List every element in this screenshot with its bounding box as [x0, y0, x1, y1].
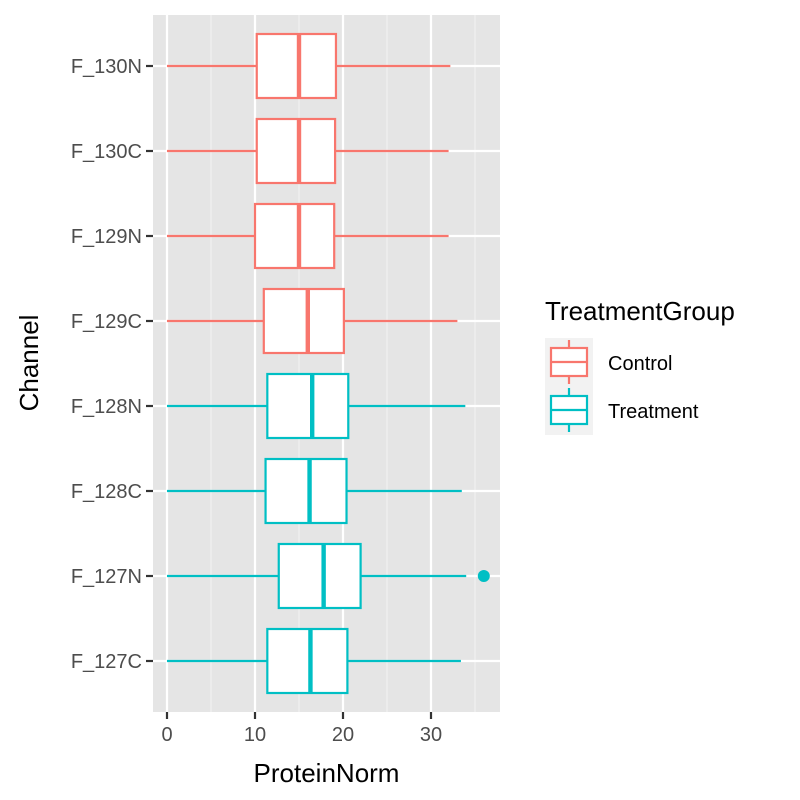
- x-tick-label: 20: [332, 724, 354, 746]
- y-tick-label: F_129N: [71, 226, 142, 248]
- x-tick-label: 0: [161, 724, 172, 746]
- legend: TreatmentGroup Control Treatment: [545, 296, 735, 435]
- y-tick-label: F_130N: [71, 56, 142, 78]
- box-iqr: [264, 457, 348, 525]
- x-axis-title: ProteinNorm: [254, 758, 400, 788]
- box-iqr: [255, 32, 338, 100]
- box-iqr: [277, 542, 362, 610]
- y-tick-label: F_129C: [71, 311, 142, 333]
- y-tick-label: F_128C: [71, 481, 142, 503]
- x-tick-label: 30: [420, 724, 442, 746]
- box-f-128n: [167, 372, 466, 440]
- legend-key-control: [549, 340, 589, 384]
- box-iqr: [262, 287, 345, 355]
- y-axis: F_130N F_130C F_129N F_129C F_128N F_128C F_12…: [71, 56, 153, 673]
- x-tick-label: 10: [244, 724, 266, 746]
- y-tick-label: F_127N: [71, 566, 142, 588]
- legend-title: TreatmentGroup: [545, 296, 735, 326]
- box-f-128c: [167, 457, 462, 525]
- box-f-127n: [167, 542, 490, 610]
- legend-label-control: Control: [608, 353, 672, 375]
- y-tick-label: F_127C: [71, 651, 142, 673]
- box-f-130c: [167, 117, 449, 185]
- box-f-129n: [167, 202, 449, 270]
- box-f-130n: [167, 32, 451, 100]
- y-tick-label: F_130C: [71, 141, 142, 163]
- outlier-point: [477, 570, 490, 582]
- box-iqr: [253, 202, 336, 270]
- legend-key-treatment: [549, 388, 589, 432]
- x-axis: 0 10 20 30: [161, 712, 442, 746]
- box-f-129c: [167, 287, 458, 355]
- box-iqr: [266, 372, 350, 440]
- box-series: [167, 32, 490, 695]
- box-f-127c: [167, 627, 461, 695]
- legend-label-treatment: Treatment: [608, 401, 699, 423]
- y-tick-label: F_128N: [71, 396, 142, 418]
- box-iqr: [255, 117, 337, 185]
- y-axis-title: Channel: [14, 315, 44, 412]
- box-iqr: [266, 627, 349, 695]
